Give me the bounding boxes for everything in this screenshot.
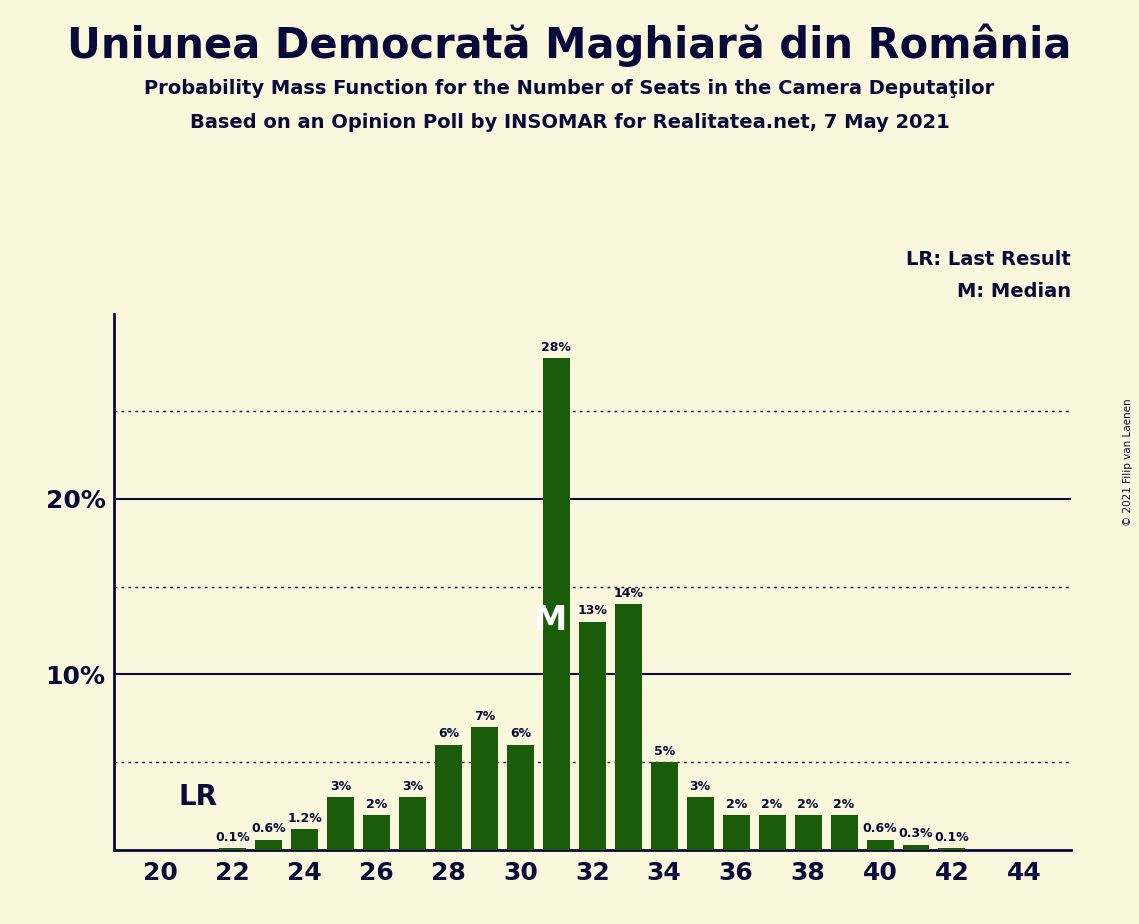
Text: 1.2%: 1.2% (287, 811, 322, 824)
Text: 2%: 2% (366, 797, 387, 810)
Text: 5%: 5% (654, 745, 674, 758)
Text: 0.3%: 0.3% (899, 827, 933, 841)
Bar (579, 622, 606, 850)
Text: 2%: 2% (797, 797, 819, 810)
Bar (759, 815, 786, 850)
Bar (363, 815, 390, 850)
Text: 0.1%: 0.1% (935, 831, 969, 844)
Bar (255, 840, 282, 850)
Bar (327, 797, 354, 850)
Bar (543, 359, 570, 850)
Bar (507, 745, 534, 850)
Text: M: Median: M: Median (957, 282, 1071, 301)
Text: 6%: 6% (510, 727, 531, 740)
Bar (687, 797, 714, 850)
Bar (939, 848, 966, 850)
Text: 2%: 2% (726, 797, 747, 810)
Text: Uniunea Democrată Maghiară din România: Uniunea Democrată Maghiară din România (67, 23, 1072, 67)
Bar (292, 829, 318, 850)
Bar (867, 840, 893, 850)
Text: Probability Mass Function for the Number of Seats in the Camera Deputaţilor: Probability Mass Function for the Number… (145, 79, 994, 98)
Text: 0.1%: 0.1% (215, 831, 249, 844)
Text: 2%: 2% (834, 797, 854, 810)
Text: 6%: 6% (437, 727, 459, 740)
Text: 7%: 7% (474, 710, 495, 723)
Text: 28%: 28% (541, 341, 572, 354)
Bar (830, 815, 858, 850)
Bar (615, 604, 641, 850)
Text: Based on an Opinion Poll by INSOMAR for Realitatea.net, 7 May 2021: Based on an Opinion Poll by INSOMAR for … (189, 113, 950, 132)
Bar (219, 848, 246, 850)
Text: LR: Last Result: LR: Last Result (906, 249, 1071, 269)
Text: 3%: 3% (402, 780, 423, 793)
Text: © 2021 Filip van Laenen: © 2021 Filip van Laenen (1123, 398, 1133, 526)
Text: 14%: 14% (613, 587, 644, 600)
Bar (470, 727, 498, 850)
Text: 3%: 3% (330, 780, 351, 793)
Text: 2%: 2% (762, 797, 782, 810)
Text: LR: LR (179, 784, 218, 811)
Bar (795, 815, 821, 850)
Bar (399, 797, 426, 850)
Text: 3%: 3% (689, 780, 711, 793)
Bar (435, 745, 462, 850)
Bar (650, 762, 678, 850)
Text: 0.6%: 0.6% (252, 822, 286, 835)
Text: 0.6%: 0.6% (862, 822, 898, 835)
Text: M: M (534, 604, 567, 637)
Bar (722, 815, 749, 850)
Text: 13%: 13% (577, 604, 607, 617)
Bar (902, 845, 929, 850)
